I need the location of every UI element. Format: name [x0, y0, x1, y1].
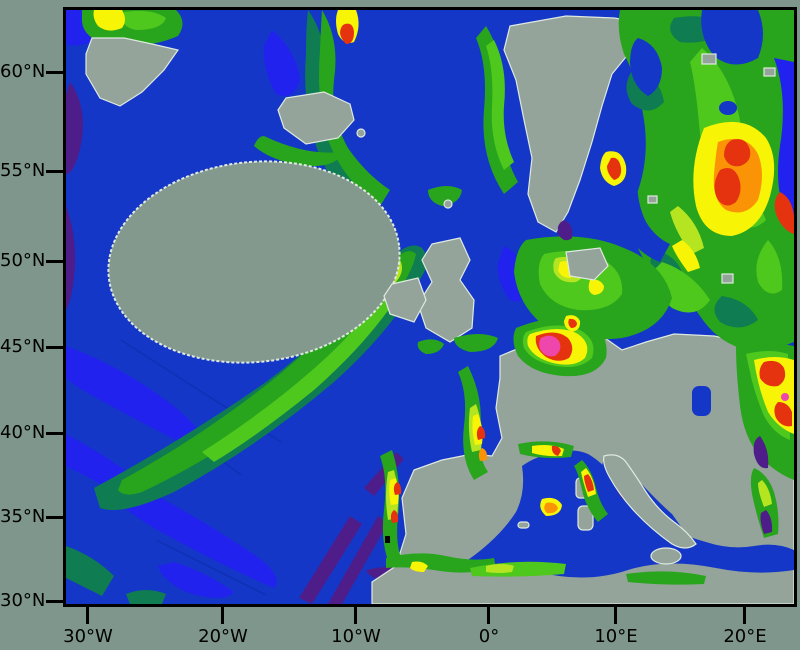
- lat-tick-mark: [46, 71, 63, 74]
- lon-tick-label: 10°E: [594, 626, 638, 647]
- lat-tick-label: 50°N: [0, 250, 46, 271]
- lon-tick-label: 30°W: [63, 626, 113, 647]
- atlantic-storm-band: [66, 10, 518, 604]
- east-edge-hotspot: [692, 343, 794, 538]
- lat-tick-label: 60°N: [0, 61, 46, 82]
- lat-tick-label: 35°N: [0, 506, 46, 527]
- lon-tick-label: 20°E: [723, 626, 767, 647]
- lat-tick-mark: [46, 432, 63, 435]
- lon-tick-label: 10°W: [331, 626, 381, 647]
- lat-tick-label: 40°N: [0, 422, 46, 443]
- lat-tick-mark: [46, 600, 63, 603]
- atlantic-mask-oval: [107, 160, 401, 364]
- lon-tick-mark: [221, 607, 224, 624]
- lon-tick-mark: [86, 607, 89, 624]
- lat-tick-mark: [46, 170, 63, 173]
- lat-tick-label: 55°N: [0, 160, 46, 181]
- lon-tick-label: 0°: [478, 626, 500, 647]
- lat-tick-mark: [46, 346, 63, 349]
- lat-tick-label: 45°N: [0, 336, 46, 357]
- alps-hotspot: [513, 315, 607, 377]
- lon-tick-mark: [487, 607, 490, 624]
- map-plot-area: [63, 7, 797, 607]
- northeast-field: [614, 10, 794, 350]
- lon-tick-mark: [354, 607, 357, 624]
- lat-tick-mark: [46, 516, 63, 519]
- lon-tick-label: 20°W: [198, 626, 248, 647]
- lat-tick-mark: [46, 260, 63, 263]
- map-canvas: [66, 10, 794, 604]
- lon-tick-mark: [614, 607, 617, 624]
- coastal-fringes: [380, 334, 706, 585]
- scandinavia-baltic-field: [514, 151, 672, 340]
- lat-tick-label: 30°N: [0, 590, 46, 611]
- lon-tick-mark: [743, 607, 746, 624]
